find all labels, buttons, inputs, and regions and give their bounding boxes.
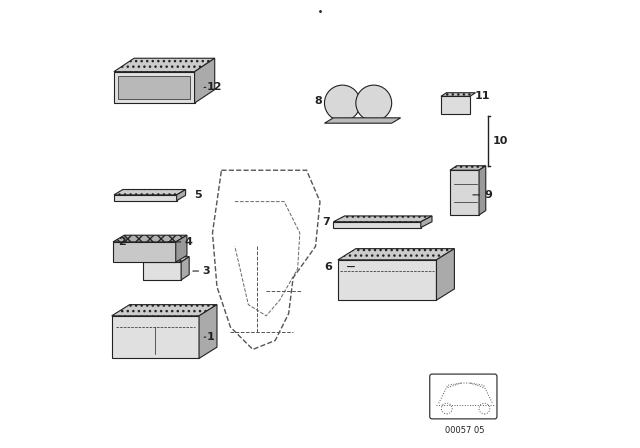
Polygon shape: [112, 305, 217, 316]
Text: 00057 05: 00057 05: [445, 426, 485, 435]
Polygon shape: [450, 166, 486, 170]
Polygon shape: [333, 216, 432, 222]
Text: 12: 12: [207, 82, 223, 92]
Text: 2: 2: [118, 237, 126, 247]
Polygon shape: [176, 235, 187, 262]
Polygon shape: [479, 166, 486, 215]
FancyBboxPatch shape: [430, 374, 497, 419]
Text: 8: 8: [314, 96, 323, 106]
Polygon shape: [112, 316, 199, 358]
Polygon shape: [195, 58, 215, 103]
Polygon shape: [199, 305, 217, 358]
Text: 6: 6: [324, 262, 332, 271]
Polygon shape: [113, 235, 187, 242]
Polygon shape: [114, 195, 177, 201]
Text: 7: 7: [323, 217, 330, 228]
Text: 3: 3: [203, 266, 211, 276]
Polygon shape: [450, 170, 479, 215]
Polygon shape: [177, 190, 186, 201]
Polygon shape: [143, 262, 181, 280]
Text: 1: 1: [207, 332, 215, 342]
Polygon shape: [114, 72, 195, 103]
Text: 10: 10: [493, 136, 508, 146]
Polygon shape: [338, 260, 436, 300]
Polygon shape: [436, 249, 454, 300]
Circle shape: [324, 85, 360, 121]
Text: 9: 9: [484, 190, 492, 200]
Polygon shape: [421, 216, 432, 228]
Polygon shape: [441, 93, 476, 96]
Polygon shape: [324, 118, 401, 123]
Polygon shape: [333, 222, 421, 228]
Polygon shape: [181, 257, 189, 280]
Polygon shape: [118, 76, 190, 99]
Polygon shape: [441, 96, 470, 114]
Polygon shape: [114, 58, 215, 72]
Polygon shape: [114, 190, 186, 195]
Polygon shape: [338, 249, 454, 260]
Text: 5: 5: [195, 190, 202, 200]
FancyBboxPatch shape: [144, 237, 164, 247]
Circle shape: [356, 85, 392, 121]
Text: 4: 4: [185, 237, 193, 247]
Polygon shape: [143, 257, 189, 262]
Polygon shape: [113, 242, 176, 262]
Text: 11: 11: [475, 91, 490, 101]
